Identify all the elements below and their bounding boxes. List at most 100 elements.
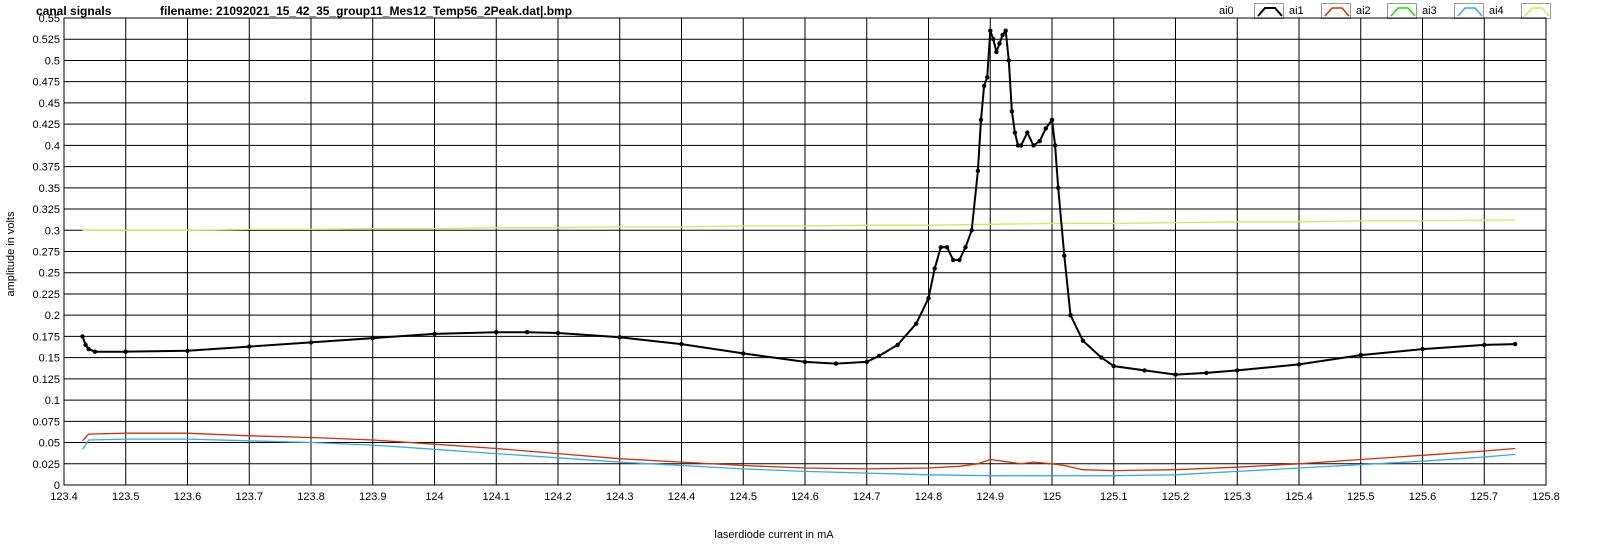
data-point-ai0	[988, 28, 993, 33]
data-point-ai0	[1031, 143, 1036, 148]
data-point-ai0	[1204, 370, 1209, 376]
x-tick-label: 123.6	[174, 491, 202, 503]
y-tick-label: 0.1	[45, 395, 60, 407]
data-point-ai0	[1235, 368, 1240, 373]
y-tick-label: 0.425	[32, 119, 60, 131]
y-tick-label: 0.075	[32, 416, 60, 428]
data-point-ai0	[1482, 342, 1487, 348]
x-tick-label: 123.8	[297, 491, 325, 503]
data-point-ai0	[1080, 338, 1086, 343]
data-point-ai0	[932, 266, 937, 271]
y-tick-label: 0.125	[32, 374, 60, 386]
legend-line-ai4	[1524, 7, 1550, 17]
chart-header: canal signals filename: 21092021_15_42_3…	[0, 0, 1620, 26]
x-tick-label: 125.4	[1285, 491, 1313, 503]
legend-line-ai1	[1324, 7, 1350, 17]
x-tick-label: 125.1	[1100, 491, 1128, 503]
data-point-ai0	[185, 348, 190, 353]
data-point-ai0	[876, 353, 882, 359]
y-tick-label: 0.35	[39, 183, 60, 195]
data-point-ai0	[1018, 143, 1024, 148]
data-point-ai0	[957, 257, 962, 263]
data-point-ai0	[938, 245, 943, 250]
x-tick-labels: 123.4 123.5 123.6 123.7 123.8 123.9 124 124.1 12…	[50, 491, 1560, 503]
x-tick-label: 124.4	[668, 491, 696, 503]
data-point-ai0	[926, 296, 931, 301]
x-tick-label: 124.8	[915, 491, 943, 503]
data-point-ai0	[833, 361, 839, 366]
data-point-ai0	[308, 340, 314, 345]
legend-line-ai0	[1257, 7, 1283, 17]
data-point-ai0	[432, 331, 437, 337]
data-point-ai0	[975, 168, 981, 173]
data-point-ai0	[895, 342, 900, 348]
legend-line-ai2	[1390, 7, 1416, 17]
x-tick-label: 124.2	[544, 491, 572, 503]
y-tick-label: 0.2	[45, 310, 60, 322]
data-point-ai0	[80, 334, 85, 339]
y-tick-label: 0.025	[32, 459, 60, 471]
data-point-ai0	[981, 83, 987, 89]
data-point-ai0	[1358, 352, 1364, 358]
data-point-ai0	[951, 257, 956, 263]
data-point-ai0	[1068, 313, 1073, 318]
x-tick-label: 125.7	[1470, 491, 1498, 503]
x-tick-label: 124.5	[729, 491, 757, 503]
legend-line-ai3	[1457, 7, 1483, 17]
x-tick-label: 123.7	[235, 491, 263, 503]
y-tick-label: 0.175	[32, 331, 60, 343]
data-point-ai0	[914, 321, 919, 326]
y-tick-label: 0	[54, 480, 60, 492]
data-point-ai0	[1037, 138, 1042, 144]
data-point-ai0	[1012, 130, 1018, 135]
legend-label-ai0: ai0	[1219, 5, 1234, 17]
y-tick-label: 0.5	[45, 55, 60, 67]
y-tick-label: 0.45	[39, 98, 60, 110]
legend-label-ai2: ai2	[1356, 5, 1371, 17]
y-tick-label: 0.3	[45, 225, 60, 237]
data-point-ai0	[1006, 58, 1011, 63]
data-point-ai0	[1099, 355, 1104, 360]
data-point-ai0	[994, 49, 999, 55]
x-tick-label: 124	[425, 491, 443, 503]
data-point-ai0	[1049, 117, 1055, 123]
data-point-ai0	[1056, 185, 1061, 190]
y-tick-label: 0.275	[32, 247, 60, 259]
series-layer	[80, 28, 1518, 477]
x-tick-label: 123.4	[50, 491, 78, 503]
grid	[63, 17, 1547, 486]
legend-label-ai1: ai1	[1289, 5, 1304, 17]
x-tick-label: 125.6	[1409, 491, 1437, 503]
x-tick-label: 123.5	[112, 491, 140, 503]
y-tick-label: 0.15	[39, 353, 60, 365]
data-point-ai0	[1111, 363, 1116, 369]
data-point-ai0	[1052, 143, 1058, 148]
series-line-ai4	[82, 219, 1516, 231]
data-point-ai0	[802, 359, 808, 365]
data-point-ai0	[92, 349, 98, 354]
data-point-ai0	[1296, 362, 1302, 367]
y-tick-label: 0.225	[32, 289, 60, 301]
y-tick-label: 0.55	[39, 13, 60, 25]
x-tick-label: 125.2	[1162, 491, 1190, 503]
x-tick-label: 124.1	[482, 491, 510, 503]
data-point-ai0	[83, 342, 88, 348]
x-tick-label: 124.9	[976, 491, 1004, 503]
y-axis-label: amplitude in volts	[5, 211, 17, 296]
x-tick-label: 125	[1043, 491, 1061, 503]
y-tick-label: 0.25	[39, 268, 60, 280]
data-point-ai0	[555, 330, 561, 336]
data-point-ai0	[1043, 126, 1049, 131]
data-point-ai0	[741, 351, 746, 356]
x-tick-label: 124.6	[791, 491, 819, 503]
data-point-ai0	[123, 349, 128, 354]
data-point-ai0	[1173, 372, 1178, 377]
data-point-ai0	[997, 41, 1002, 46]
data-point-ai0	[617, 335, 622, 340]
legend-swatch-ai0[interactable]	[1254, 3, 1284, 19]
data-point-ai0	[1512, 341, 1518, 347]
series-line-ai0	[81, 29, 1516, 376]
data-point-ai0	[247, 344, 252, 349]
legend-label-ai3: ai3	[1422, 5, 1437, 17]
